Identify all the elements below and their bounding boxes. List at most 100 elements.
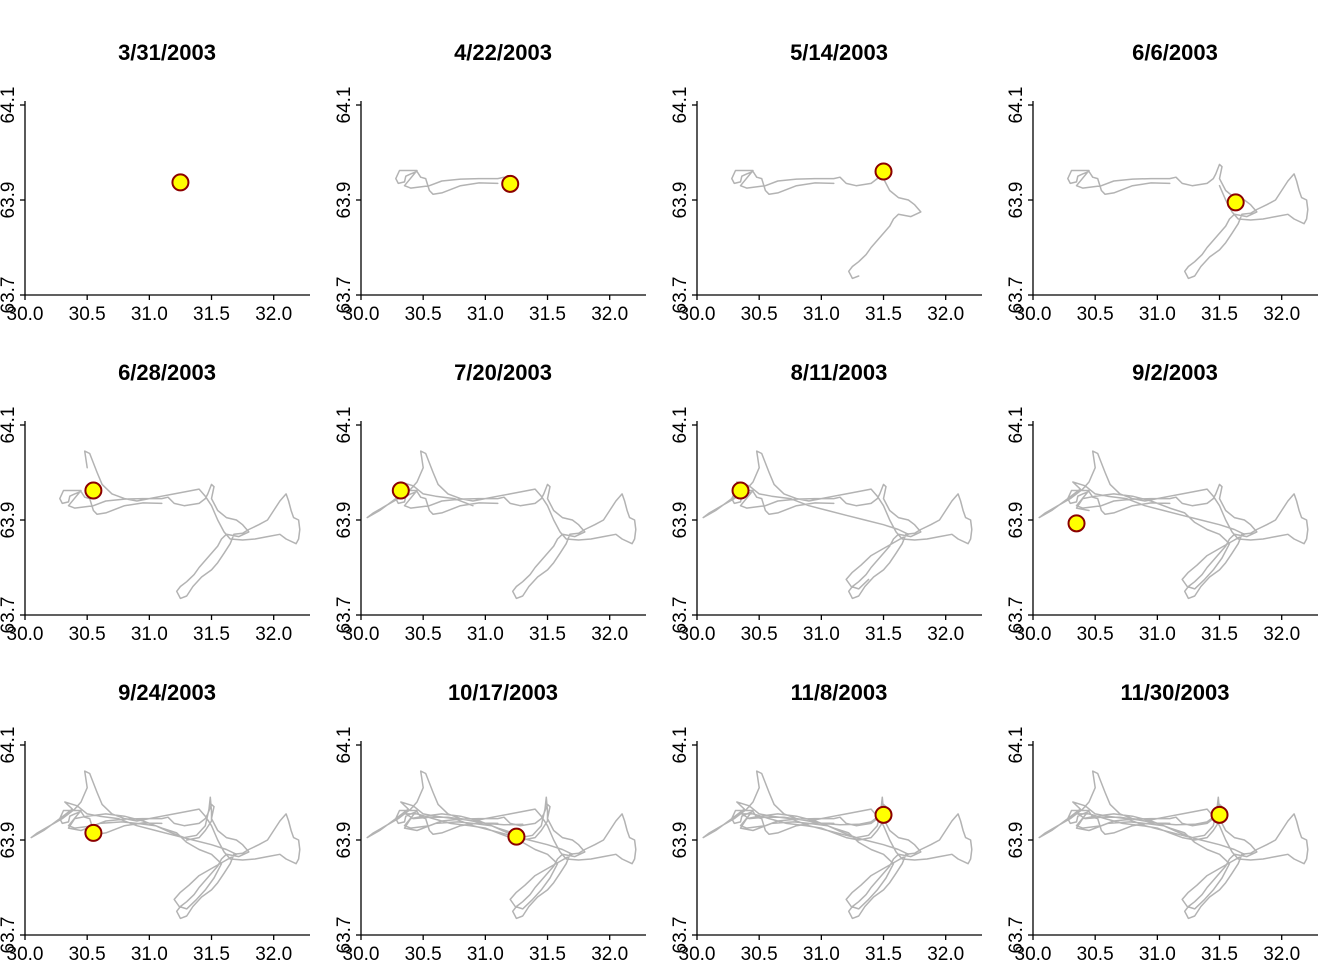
x-tick-label: 32.0 bbox=[927, 624, 964, 645]
y-tick-label: 63.7 bbox=[1006, 597, 1027, 634]
panel-2: 4/22/2003 30.0 30.5 31.0 31.5 32.0 63.7 63.9 64.… bbox=[334, 40, 646, 325]
x-tick-label: 30.5 bbox=[741, 944, 778, 960]
y-tick-label: 63.7 bbox=[670, 597, 691, 634]
panel-6: 7/20/2003 30.0 30.5 31.0 31.5 32.0 63.7 63.9 64.… bbox=[334, 360, 646, 645]
panel-title: 9/24/2003 bbox=[118, 680, 216, 705]
x-tick-label: 31.5 bbox=[865, 624, 902, 645]
x-tick-label: 32.0 bbox=[591, 304, 628, 325]
x-tick-label: 32.0 bbox=[1263, 624, 1300, 645]
panel-4: 6/6/2003 30.0 30.5 31.0 31.5 32.0 63.7 63.9 64.1 bbox=[1006, 40, 1318, 325]
x-tick-label: 31.0 bbox=[803, 304, 840, 325]
y-tick-label: 63.9 bbox=[670, 502, 691, 539]
panel-11: 11/8/2003 30.0 30.5 31.0 31.5 32.0 63.7 63.9 64.… bbox=[670, 680, 982, 960]
y-tick-label: 63.7 bbox=[0, 917, 19, 954]
panel-title: 3/31/2003 bbox=[118, 40, 216, 65]
y-tick-label: 63.9 bbox=[1006, 502, 1027, 539]
x-tick-label: 32.0 bbox=[591, 624, 628, 645]
x-tick-label: 31.5 bbox=[529, 944, 566, 960]
current-position-marker bbox=[391, 481, 410, 500]
x-tick-label: 32.0 bbox=[927, 304, 964, 325]
current-position-marker bbox=[84, 481, 103, 500]
x-tick-label: 31.5 bbox=[1201, 304, 1238, 325]
x-tick-label: 32.0 bbox=[1263, 304, 1300, 325]
y-tick-label: 64.1 bbox=[334, 407, 355, 444]
x-tick-label: 31.0 bbox=[1139, 944, 1176, 960]
y-tick-label: 64.1 bbox=[334, 727, 355, 764]
x-tick-label: 32.0 bbox=[591, 944, 628, 960]
x-tick-label: 30.5 bbox=[69, 304, 106, 325]
current-position-marker bbox=[1067, 514, 1086, 533]
y-tick-label: 64.1 bbox=[334, 87, 355, 124]
x-tick-label: 30.5 bbox=[69, 944, 106, 960]
x-tick-label: 30.0 bbox=[7, 624, 44, 645]
current-position-marker bbox=[507, 827, 526, 846]
x-tick-label: 31.0 bbox=[1139, 624, 1176, 645]
x-tick-label: 31.0 bbox=[803, 624, 840, 645]
x-tick-label: 30.0 bbox=[1015, 304, 1052, 325]
current-position-marker bbox=[171, 173, 190, 192]
movement-track bbox=[702, 770, 973, 920]
x-tick-label: 31.5 bbox=[193, 944, 230, 960]
y-tick-label: 63.9 bbox=[0, 182, 19, 219]
y-tick-label: 63.9 bbox=[334, 822, 355, 859]
x-tick-label: 32.0 bbox=[255, 944, 292, 960]
x-tick-label: 31.5 bbox=[193, 304, 230, 325]
y-tick-label: 64.1 bbox=[670, 87, 691, 124]
x-tick-label: 31.0 bbox=[467, 304, 504, 325]
movement-track bbox=[366, 770, 637, 920]
x-tick-label: 30.0 bbox=[679, 944, 716, 960]
current-position-marker bbox=[874, 162, 893, 181]
x-tick-label: 30.0 bbox=[679, 624, 716, 645]
y-tick-label: 64.1 bbox=[670, 407, 691, 444]
y-tick-label: 63.9 bbox=[1006, 182, 1027, 219]
movement-track bbox=[1038, 450, 1309, 600]
x-tick-label: 31.0 bbox=[131, 624, 168, 645]
x-tick-label: 30.0 bbox=[679, 304, 716, 325]
panel-title: 8/11/2003 bbox=[791, 360, 888, 385]
x-tick-label: 30.0 bbox=[1015, 944, 1052, 960]
panel-title: 6/28/2003 bbox=[118, 360, 216, 385]
y-tick-label: 64.1 bbox=[670, 727, 691, 764]
panel-title: 4/22/2003 bbox=[454, 40, 552, 65]
y-tick-label: 63.9 bbox=[670, 182, 691, 219]
movement-track bbox=[731, 163, 922, 280]
x-tick-label: 32.0 bbox=[255, 304, 292, 325]
x-tick-label: 31.5 bbox=[865, 944, 902, 960]
y-tick-label: 63.9 bbox=[0, 502, 19, 539]
x-tick-label: 30.5 bbox=[1077, 944, 1114, 960]
y-tick-label: 63.7 bbox=[334, 277, 355, 314]
y-tick-label: 63.9 bbox=[0, 822, 19, 859]
y-tick-label: 64.1 bbox=[0, 87, 19, 124]
x-tick-label: 31.0 bbox=[131, 944, 168, 960]
x-tick-label: 31.0 bbox=[467, 624, 504, 645]
movement-track bbox=[366, 450, 637, 600]
movement-track bbox=[395, 169, 511, 196]
current-position-marker bbox=[874, 805, 893, 824]
y-tick-label: 63.9 bbox=[334, 182, 355, 219]
x-tick-label: 30.0 bbox=[343, 304, 380, 325]
y-tick-label: 64.1 bbox=[0, 727, 19, 764]
y-tick-label: 63.7 bbox=[1006, 277, 1027, 314]
y-tick-label: 64.1 bbox=[0, 407, 19, 444]
y-tick-label: 64.1 bbox=[1006, 87, 1027, 124]
x-tick-label: 31.5 bbox=[529, 624, 566, 645]
y-tick-label: 63.9 bbox=[1006, 822, 1027, 859]
current-position-marker bbox=[1210, 805, 1229, 824]
x-tick-label: 30.0 bbox=[7, 944, 44, 960]
panel-9: 9/24/2003 30.0 30.5 31.0 31.5 32.0 63.7 63.9 64.… bbox=[0, 680, 310, 960]
current-position-marker bbox=[731, 481, 750, 500]
x-tick-label: 31.0 bbox=[1139, 304, 1176, 325]
y-tick-label: 63.9 bbox=[334, 502, 355, 539]
x-tick-label: 31.0 bbox=[803, 944, 840, 960]
x-tick-label: 30.5 bbox=[1077, 624, 1114, 645]
x-tick-label: 31.0 bbox=[131, 304, 168, 325]
panel-title: 6/6/2003 bbox=[1132, 40, 1218, 65]
x-tick-label: 30.0 bbox=[343, 944, 380, 960]
panel-10: 10/17/2003 30.0 30.5 31.0 31.5 32.0 63.7 63.9 64… bbox=[334, 680, 646, 960]
panel-8: 9/2/2003 30.0 30.5 31.0 31.5 32.0 63.7 63.9 64.1 bbox=[1006, 360, 1318, 645]
x-tick-label: 31.5 bbox=[1201, 944, 1238, 960]
panel-title: 11/30/2003 bbox=[1121, 680, 1230, 705]
y-tick-label: 63.7 bbox=[0, 277, 19, 314]
y-tick-label: 64.1 bbox=[1006, 727, 1027, 764]
